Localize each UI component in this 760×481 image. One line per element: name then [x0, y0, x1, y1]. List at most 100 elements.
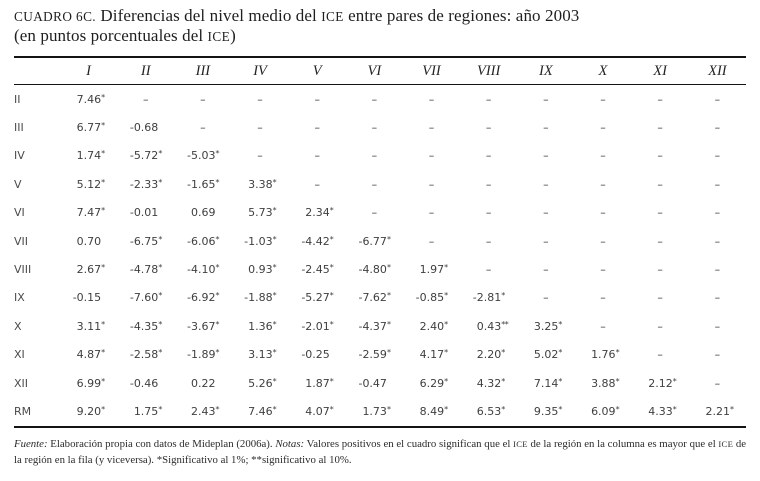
significance-marker: *	[272, 263, 277, 273]
table-cell: 2.40 *	[403, 312, 460, 340]
title-subtitle-1: (en puntos porcentuales del	[14, 26, 208, 45]
table-cell: –	[689, 199, 746, 227]
significance-marker: *	[215, 149, 219, 159]
table-cell: 1.73 *	[346, 397, 403, 426]
empty-cell-dash: –	[371, 149, 378, 163]
significance-marker: *	[158, 177, 162, 187]
empty-cell-dash: –	[600, 149, 606, 163]
empty-cell-dash: –	[428, 177, 435, 191]
significance-marker: *	[272, 291, 277, 301]
significance-marker: *	[101, 404, 105, 414]
table-cell: 4.33 *	[632, 397, 689, 426]
table-cell: 1.75 *	[117, 397, 174, 426]
empty-cell-dash: –	[257, 121, 263, 135]
table-cell: -6.92 *	[174, 284, 231, 312]
table-number-label: CUADRO 6C.	[14, 9, 97, 24]
table-cell: 6.09 *	[574, 397, 631, 426]
col-header-I: I	[86, 62, 91, 79]
table-cell: 2.34 *	[289, 199, 346, 227]
significance-marker: *	[329, 376, 334, 386]
table-row: VII 0.70 -6.75 * -6.06 * -1.03 * -4.42 * -6.77 * – – –…	[14, 227, 746, 255]
table-cell: 2.21 *	[689, 397, 746, 426]
significance-marker: *	[272, 234, 277, 244]
significance-marker: *	[215, 234, 219, 244]
table-footnote: Fuente: Elaboración propia con datos de …	[14, 436, 746, 469]
table-cell: -0.85 *	[403, 284, 460, 312]
significance-marker: *	[215, 319, 219, 329]
table-cell: 0.69	[190, 206, 216, 220]
table-row: IX -0.15 -7.60 * -6.92 * -1.88 * -5.27 * -7.62 * -0.…	[14, 284, 746, 312]
notas-text-2: de la región en la columna es mayor que …	[527, 437, 719, 450]
significance-marker: *	[444, 263, 448, 273]
significance-marker: *	[672, 376, 677, 386]
table-cell: -1.88 *	[231, 284, 288, 312]
empty-cell-dash: –	[600, 92, 606, 106]
empty-cell-dash: –	[600, 319, 606, 333]
table-cell: 7.14 *	[517, 369, 574, 397]
table-cell: –	[231, 142, 288, 170]
row-label-VIII: VIII	[14, 263, 32, 277]
significance-marker: *	[329, 404, 334, 414]
empty-cell-dash: –	[657, 348, 663, 362]
empty-cell-dash: –	[543, 92, 549, 106]
table-cell: –	[403, 199, 460, 227]
significance-marker: *	[386, 291, 391, 301]
table-cell: –	[689, 255, 746, 283]
empty-cell-dash: –	[600, 177, 606, 191]
table-row: RM 9.20 * 1.75 * 2.43 * 7.46 * 4.07 * 1.73 * 8.49 * 6.5…	[14, 397, 746, 426]
significance-marker: *	[329, 319, 334, 329]
significance-marker: *	[215, 177, 219, 187]
table-cell: 4.87 *	[60, 341, 117, 369]
title-subtitle-2: )	[230, 26, 236, 45]
col-header-X: X	[598, 62, 608, 79]
table-cell: -4.42 *	[289, 227, 346, 255]
table-cell: –	[289, 85, 346, 114]
empty-cell-dash: –	[714, 149, 721, 163]
row-label-III: III	[14, 121, 24, 135]
empty-cell-dash: –	[543, 121, 549, 135]
col-header-VI: VI	[367, 62, 382, 79]
table-cell: 8.49 *	[403, 397, 460, 426]
table-row: VI 7.47 * -0.01 0.69 5.73 * 2.34 * – – – – – – –	[14, 199, 746, 227]
significance-marker: *	[444, 291, 448, 301]
table-cell: 1.97 *	[403, 255, 460, 283]
table-cell: -6.77 *	[346, 227, 403, 255]
table-cell: -5.72 *	[117, 142, 174, 170]
table-cell: –	[460, 170, 517, 198]
ice-acronym: ICE	[321, 9, 344, 24]
table-cell: –	[689, 113, 746, 141]
empty-cell-dash: –	[714, 291, 721, 305]
significance-marker: *	[615, 404, 620, 414]
table-cell: –	[460, 199, 517, 227]
table-cell: –	[632, 199, 689, 227]
empty-cell-dash: –	[485, 206, 492, 220]
title-text-1: Diferencias del nivel medio del	[96, 6, 322, 25]
table-cell: 3.25 *	[517, 312, 574, 340]
table-cell: 9.35 *	[517, 397, 574, 426]
significance-marker: *	[615, 348, 620, 358]
table-cell: -2.58 *	[117, 341, 174, 369]
empty-cell-dash: –	[714, 376, 721, 390]
table-cell: -0.25	[301, 348, 330, 362]
empty-cell-dash: –	[428, 149, 435, 163]
table-cell: –	[174, 85, 231, 114]
significance-marker: *	[215, 404, 219, 414]
table-cell: –	[689, 227, 746, 255]
significance-marker: *	[272, 319, 277, 329]
table-cell: –	[574, 284, 631, 312]
empty-cell-dash: –	[543, 149, 549, 163]
table-cell: -0.46	[129, 376, 159, 390]
table-cell: -7.62 *	[346, 284, 403, 312]
significance-marker: *	[501, 404, 505, 414]
table-cell: 2.43 *	[174, 397, 231, 426]
row-label-II: II	[14, 92, 21, 106]
table-cell: -6.06 *	[174, 227, 231, 255]
table-cell: 5.73 *	[231, 199, 288, 227]
table-cell: –	[574, 312, 631, 340]
significance-marker: *	[158, 234, 162, 244]
empty-cell-dash: –	[485, 263, 492, 277]
table-cell: -5.27 *	[289, 284, 346, 312]
table-cell: 7.46 *	[60, 85, 117, 114]
significance-marker: *	[444, 404, 448, 414]
fuente-text: Elaboración propia con datos de Mideplan…	[47, 437, 276, 450]
